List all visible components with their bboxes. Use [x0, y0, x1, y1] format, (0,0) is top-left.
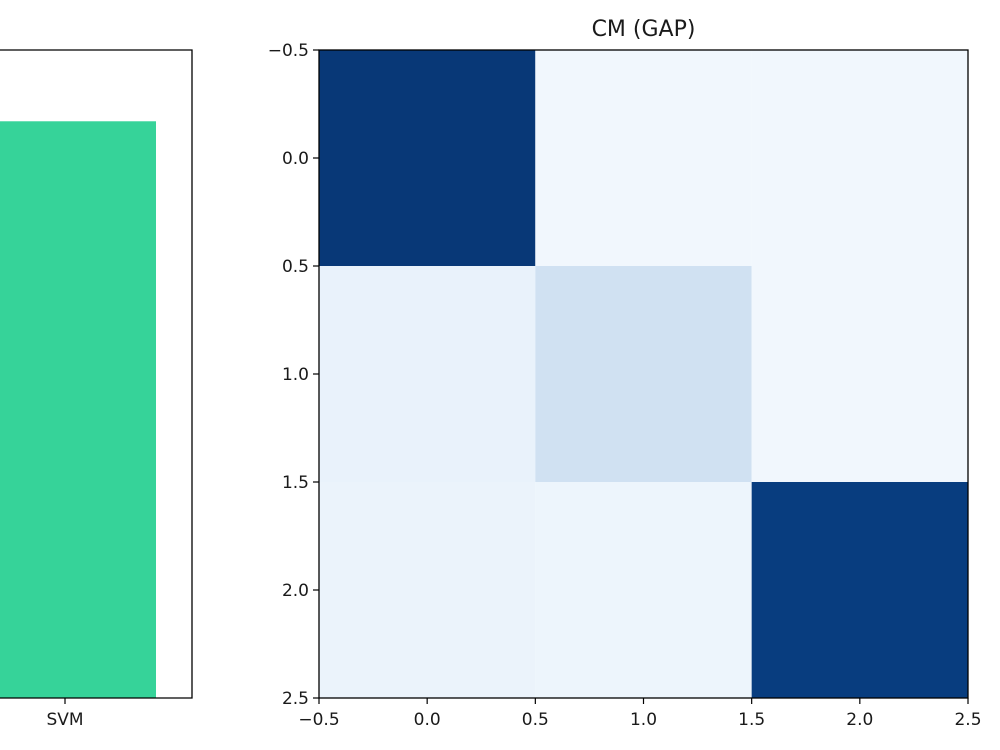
heatmap-title: CM (GAP): [592, 17, 696, 42]
heatmap-x-tick-label: −0.5: [298, 710, 339, 730]
heatmap-cell-r2-c1: [535, 482, 752, 698]
heatmap-x-tick-label: 2.5: [954, 710, 981, 730]
heatmap-y-tick-label: 1.0: [282, 365, 309, 385]
heatmap-y-tick-label: −0.5: [268, 41, 309, 61]
bar-svm: [0, 121, 156, 698]
heatmap-x-tick-label: 1.5: [738, 710, 765, 730]
heatmap-cell-r1-c0: [319, 266, 536, 482]
heatmap-x-tick-label: 0.0: [414, 710, 441, 730]
x-tick-label: SVM: [46, 710, 83, 730]
heatmap-cell-r2-c2: [751, 482, 968, 698]
heatmap-cell-r0-c1: [535, 50, 752, 266]
heatmap-cell-r2-c0: [319, 482, 536, 698]
heatmap-x-tick-label: 0.5: [522, 710, 549, 730]
confusion-matrix-panel: −0.5 0.0 0.5 1.0 1.5 2.0 2.5−0.50.00.51.01.52.…: [268, 17, 982, 730]
heatmap-x-tick-label: 2.0: [846, 710, 873, 730]
heatmap-x-tick-label: 1.0: [630, 710, 657, 730]
bar-chart-panel: SVM: [0, 49, 193, 730]
heatmap-cell-r1-c1: [535, 266, 752, 482]
heatmap-y-tick-label: 0.5: [282, 257, 309, 277]
heatmap-cell-r0-c2: [751, 50, 968, 266]
heatmap-y-tick-label: 1.5: [282, 473, 309, 493]
heatmap-y-tick-label: 2.5: [282, 689, 309, 709]
heatmap-cell-r0-c0: [319, 50, 536, 266]
heatmap-y-tick-label: 0.0: [282, 149, 309, 169]
bar-axes-frame: [0, 49, 193, 699]
heatmap-y-tick-label: 2.0: [282, 581, 309, 601]
heatmap-cell-r1-c2: [751, 266, 968, 482]
